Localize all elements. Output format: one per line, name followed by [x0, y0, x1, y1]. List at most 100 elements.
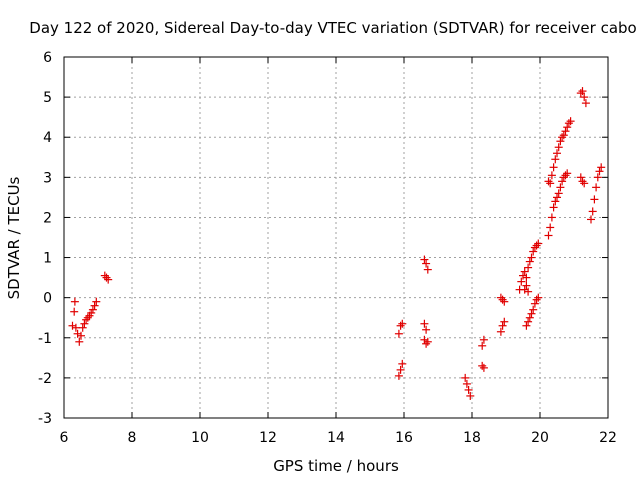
data-point	[593, 173, 602, 182]
data-point	[588, 207, 597, 216]
data-point	[398, 359, 407, 368]
data-point	[546, 179, 555, 188]
data-point	[590, 195, 599, 204]
data-point	[500, 317, 509, 326]
chart-title: Day 122 of 2020, Sidereal Day-to-day VTE…	[29, 19, 636, 37]
x-tick-label: 20	[531, 430, 549, 446]
data-point	[534, 293, 543, 302]
data-point	[549, 203, 558, 212]
data-point	[554, 143, 563, 152]
data-point	[522, 273, 531, 282]
data-point	[530, 299, 539, 308]
data-point	[83, 313, 92, 322]
data-point	[102, 273, 111, 282]
data-point	[551, 155, 560, 164]
data-point	[498, 295, 507, 304]
data-point	[547, 171, 556, 180]
data-point	[496, 293, 505, 302]
data-point	[519, 271, 527, 280]
data-point	[576, 89, 585, 98]
data-point	[529, 247, 538, 256]
y-tick-label: 0	[43, 291, 52, 307]
data-point	[525, 257, 534, 266]
data-point	[534, 239, 543, 248]
data-point	[592, 183, 601, 192]
data-point	[563, 169, 572, 178]
data-point	[527, 253, 536, 262]
data-point	[563, 123, 572, 132]
data-points	[68, 87, 606, 400]
grid	[64, 57, 608, 418]
y-tick-label: 4	[43, 130, 52, 146]
data-point	[558, 177, 567, 186]
y-tick-label: -1	[38, 331, 52, 347]
x-axis-label: GPS time / hours	[273, 457, 399, 475]
data-point	[524, 317, 533, 326]
data-point	[553, 193, 561, 202]
data-point	[556, 183, 565, 192]
data-point	[461, 373, 470, 382]
data-point	[90, 301, 99, 310]
data-point	[478, 361, 487, 370]
data-point	[500, 297, 509, 306]
data-point	[420, 319, 429, 328]
data-point	[559, 131, 568, 140]
data-point	[462, 379, 471, 388]
data-point	[104, 275, 113, 284]
data-point	[532, 295, 541, 304]
data-point	[422, 325, 431, 334]
data-point	[422, 339, 431, 348]
data-point	[394, 371, 403, 380]
data-point	[498, 321, 507, 330]
data-point	[71, 323, 80, 332]
data-point	[78, 323, 87, 332]
data-point	[73, 329, 82, 338]
data-point	[532, 241, 541, 250]
data-point	[578, 177, 587, 186]
x-tick-label: 10	[191, 430, 209, 446]
data-point	[88, 305, 97, 314]
y-tick-label: -2	[38, 371, 52, 387]
data-point	[398, 319, 407, 328]
data-point	[576, 173, 585, 182]
data-point	[547, 213, 556, 222]
data-point	[564, 119, 573, 128]
data-point	[558, 133, 567, 142]
y-tick-label: 2	[43, 210, 52, 226]
data-point	[464, 385, 473, 394]
data-point	[561, 171, 570, 180]
data-point	[561, 127, 570, 136]
x-tick-label: 18	[463, 430, 481, 446]
data-point	[520, 285, 529, 294]
data-point	[597, 163, 606, 172]
x-tick-label: 6	[60, 430, 69, 446]
data-point	[70, 307, 79, 316]
data-point	[422, 259, 431, 268]
data-point	[394, 329, 403, 338]
data-point	[546, 223, 555, 232]
data-point	[527, 309, 536, 318]
data-point	[479, 363, 488, 372]
x-tick-label: 22	[599, 430, 617, 446]
data-point	[517, 277, 526, 286]
data-point	[595, 167, 604, 176]
data-point	[77, 331, 85, 340]
data-point	[530, 243, 539, 252]
x-tick-labels: 6 8 10 12 14 16 18 20 22	[60, 430, 617, 446]
data-point	[544, 177, 553, 186]
x-tick-label: 8	[128, 430, 137, 446]
data-point	[80, 319, 89, 328]
data-point	[529, 305, 538, 314]
data-point	[578, 87, 587, 96]
data-point	[70, 297, 79, 306]
data-point	[554, 189, 563, 198]
data-point	[559, 173, 568, 182]
data-point	[423, 265, 432, 274]
data-point	[466, 391, 475, 400]
y-tick-label: 5	[43, 90, 52, 106]
data-point	[522, 281, 531, 290]
data-point	[420, 255, 429, 264]
data-point	[478, 341, 487, 350]
data-point	[82, 315, 91, 324]
data-point	[525, 313, 534, 322]
